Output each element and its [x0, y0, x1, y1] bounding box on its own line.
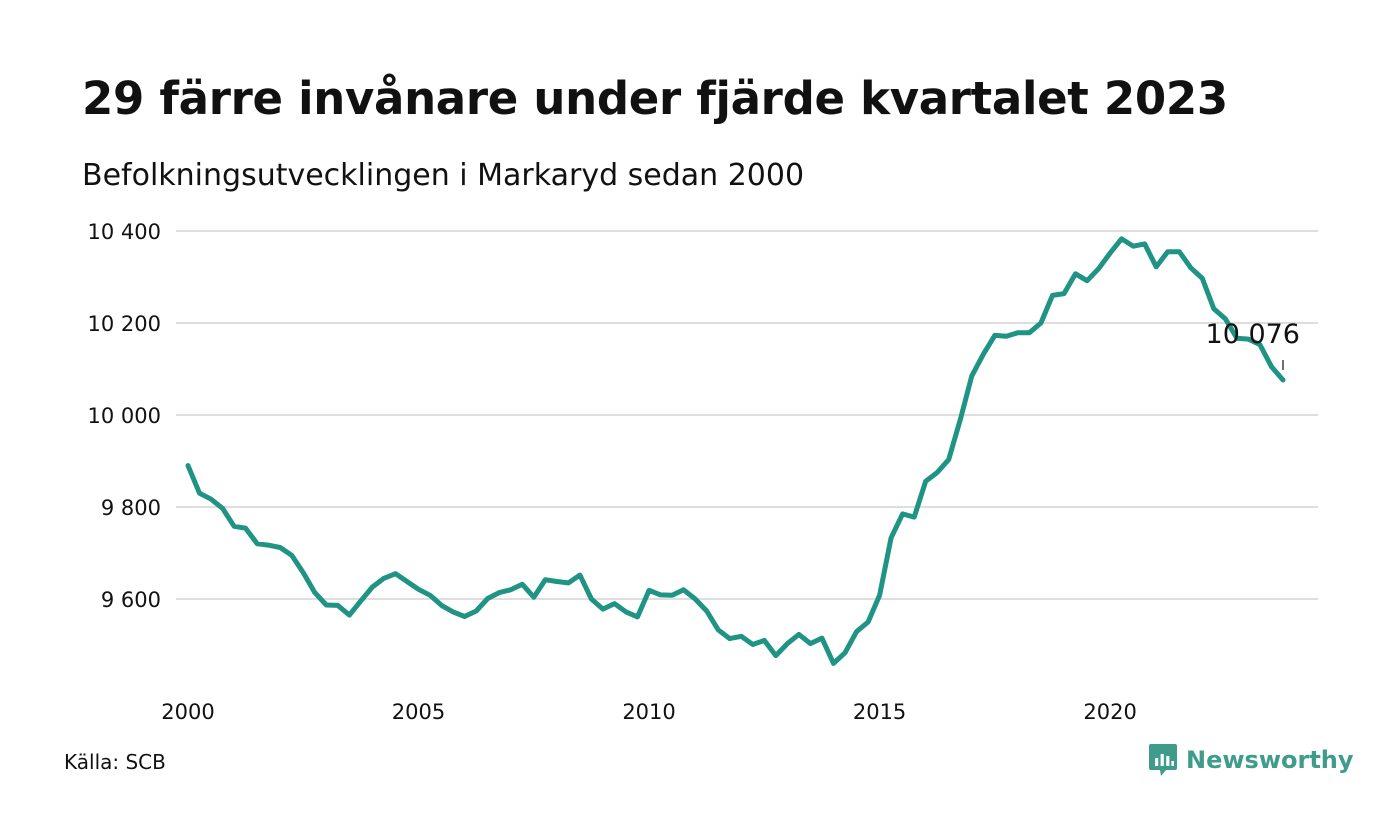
- x-tick-label: 2015: [853, 700, 906, 724]
- y-tick-label: 10 200: [88, 312, 161, 336]
- x-tick-label: 2020: [1083, 700, 1136, 724]
- last-value-label: 10 076: [1206, 319, 1300, 350]
- x-tick-label: 2000: [161, 700, 214, 724]
- brand-logo: Newsworthy: [1148, 742, 1354, 778]
- chart-subtitle: Befolkningsutvecklingen i Markaryd sedan…: [82, 158, 805, 193]
- x-tick-label: 2010: [622, 700, 675, 724]
- source-note: Källa: SCB: [64, 750, 166, 774]
- y-tick-label: 10 000: [88, 404, 161, 428]
- series-line: [185, 236, 1286, 666]
- x-tick-label: 2005: [392, 700, 445, 724]
- newsworthy-logo-icon: [1149, 744, 1177, 776]
- y-tick-label: 9 600: [101, 588, 161, 612]
- y-tick-label: 10 400: [88, 220, 161, 244]
- brand-name: Newsworthy: [1186, 746, 1354, 774]
- y-tick-label: 9 800: [101, 496, 161, 520]
- chart-title: 29 färre invånare under fjärde kvartalet…: [82, 72, 1228, 125]
